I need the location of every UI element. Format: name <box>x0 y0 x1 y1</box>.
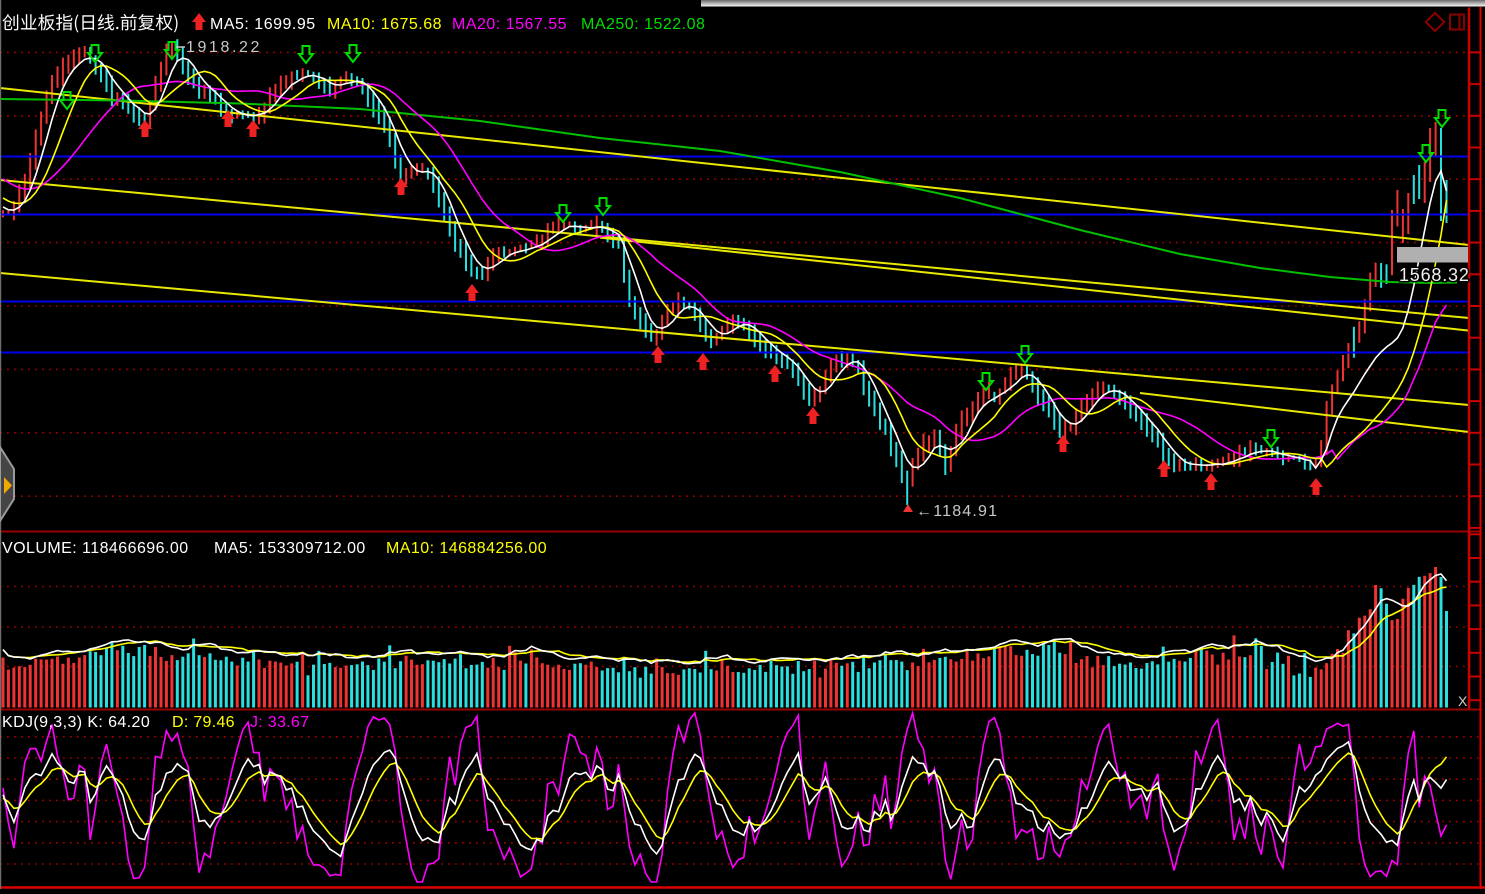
svg-text:MA20: 1567.55: MA20: 1567.55 <box>452 16 567 33</box>
svg-text:J: 33.67: J: 33.67 <box>250 714 309 731</box>
svg-text:MA250: 1522.08: MA250: 1522.08 <box>581 16 705 33</box>
svg-text:VOLUME: 118466696.00: VOLUME: 118466696.00 <box>2 540 189 557</box>
svg-text:MA10: 146884256.00: MA10: 146884256.00 <box>386 540 547 557</box>
svg-text:KDJ(9,3,3) K: 64.20: KDJ(9,3,3) K: 64.20 <box>2 714 150 731</box>
svg-text:D: 79.46: D: 79.46 <box>172 714 235 731</box>
svg-text:MA10: 1675.68: MA10: 1675.68 <box>327 16 442 33</box>
svg-text:MA5: 1699.95: MA5: 1699.95 <box>210 16 316 33</box>
svg-text:←1184.91: ←1184.91 <box>916 503 998 520</box>
svg-text:1568.32: 1568.32 <box>1399 265 1470 285</box>
svg-text:MA5: 153309712.00: MA5: 153309712.00 <box>214 540 366 557</box>
svg-text:X: X <box>1458 693 1468 709</box>
svg-text:1918.22: 1918.22 <box>186 39 262 56</box>
